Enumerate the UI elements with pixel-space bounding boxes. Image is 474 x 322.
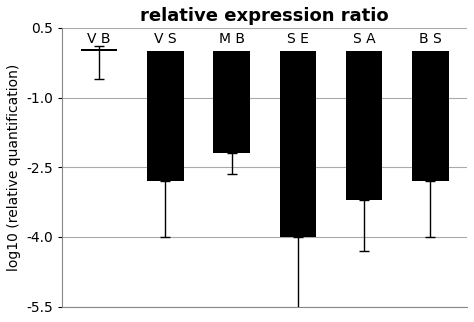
Bar [81,49,117,51]
Text: V B: V B [87,32,111,46]
Text: V S: V S [154,32,177,46]
Text: S E: S E [287,32,309,46]
Y-axis label: log10 (relative quantification): log10 (relative quantification) [7,64,21,271]
Bar [412,51,449,181]
Title: relative expression ratio: relative expression ratio [140,7,389,25]
Bar [147,51,183,181]
Bar [346,51,383,200]
Text: S A: S A [353,32,375,46]
Text: M B: M B [219,32,245,46]
Text: B S: B S [419,32,442,46]
Bar [213,51,250,153]
Bar [280,51,316,237]
